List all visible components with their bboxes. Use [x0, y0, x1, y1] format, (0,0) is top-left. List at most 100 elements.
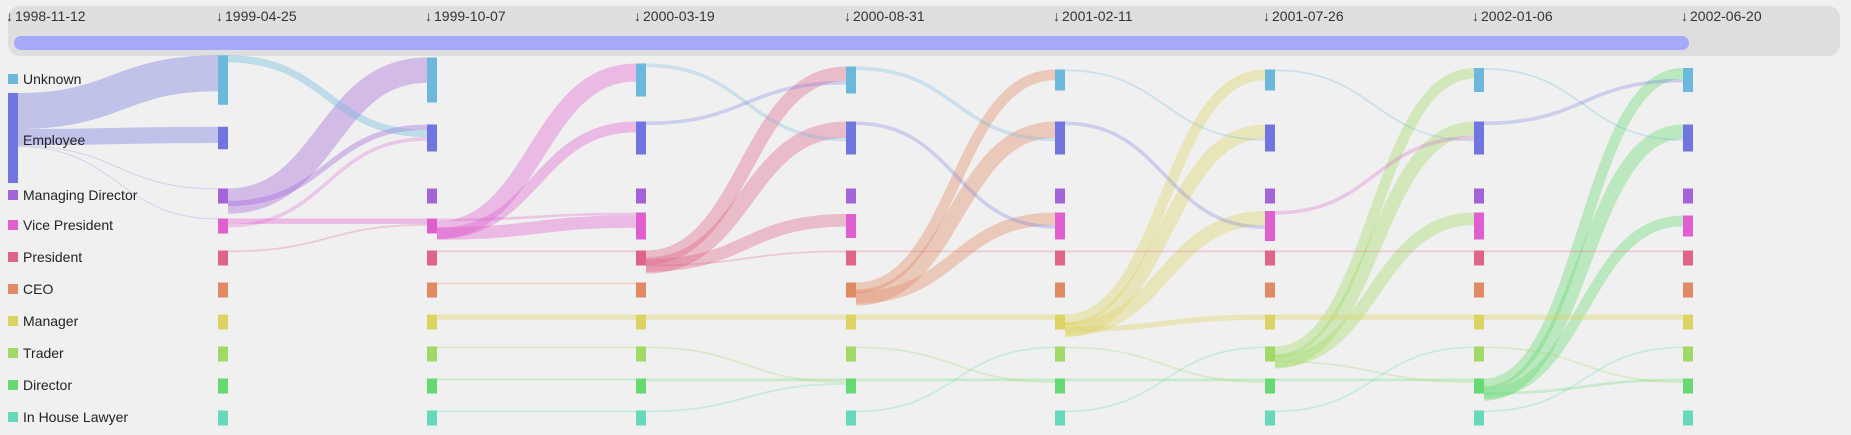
- node-manager[interactable]: [1683, 314, 1693, 330]
- node-trader[interactable]: [1474, 346, 1484, 362]
- node-ceo[interactable]: [1055, 282, 1065, 298]
- node-in-house-lawyer[interactable]: [427, 410, 437, 426]
- node-in-house-lawyer[interactable]: [1474, 410, 1484, 426]
- node-president[interactable]: [1683, 250, 1693, 266]
- node-employee[interactable]: [427, 124, 437, 152]
- legend-item-trader[interactable]: Trader: [8, 345, 64, 361]
- node-managing-director[interactable]: [427, 188, 437, 204]
- node-unknown[interactable]: [218, 55, 228, 105]
- node-director[interactable]: [218, 378, 228, 394]
- node-trader[interactable]: [636, 346, 646, 362]
- node-unknown[interactable]: [636, 63, 646, 97]
- node-managing-director[interactable]: [1055, 188, 1065, 204]
- date-tick-1999-10-07[interactable]: ↓ 1999-10-07: [425, 8, 506, 24]
- legend-item-president[interactable]: President: [8, 249, 82, 265]
- node-vice-president[interactable]: [427, 218, 437, 234]
- node-president[interactable]: [1474, 250, 1484, 266]
- legend-item-manager[interactable]: Manager: [8, 313, 79, 329]
- node-employee[interactable]: [1055, 121, 1065, 155]
- node-vice-president[interactable]: [218, 218, 228, 234]
- node-managing-director[interactable]: [636, 188, 646, 204]
- node-in-house-lawyer[interactable]: [636, 410, 646, 426]
- node-employee[interactable]: [218, 126, 228, 150]
- date-tick-2001-07-26[interactable]: ↓ 2001-07-26: [1263, 8, 1344, 24]
- node-employee[interactable]: [636, 121, 646, 155]
- node-vice-president[interactable]: [846, 214, 856, 238]
- node-manager[interactable]: [636, 314, 646, 330]
- node-vice-president[interactable]: [1265, 211, 1275, 241]
- node-vice-president[interactable]: [1683, 215, 1693, 237]
- node-unknown[interactable]: [1474, 68, 1484, 92]
- node-ceo[interactable]: [1474, 282, 1484, 298]
- node-employee[interactable]: [1474, 121, 1484, 155]
- node-trader[interactable]: [846, 346, 856, 362]
- date-tick-1998-11-12[interactable]: ↓ 1998-11-12: [6, 8, 86, 24]
- node-director[interactable]: [1474, 378, 1484, 394]
- node-managing-director[interactable]: [218, 188, 228, 204]
- node-manager[interactable]: [1474, 314, 1484, 330]
- node-manager[interactable]: [1055, 314, 1065, 330]
- node-unknown[interactable]: [427, 57, 437, 103]
- node-ceo[interactable]: [636, 282, 646, 298]
- node-employee[interactable]: [846, 121, 856, 155]
- node-ceo[interactable]: [1683, 282, 1693, 298]
- node-ceo[interactable]: [846, 282, 856, 298]
- node-president[interactable]: [427, 250, 437, 266]
- timeline-slider[interactable]: [8, 6, 1840, 56]
- node-manager[interactable]: [427, 314, 437, 330]
- date-tick-2002-06-20[interactable]: ↓ 2002-06-20: [1681, 8, 1762, 24]
- node-in-house-lawyer[interactable]: [1055, 410, 1065, 426]
- legend-item-ceo[interactable]: CEO: [8, 281, 53, 297]
- node-vice-president[interactable]: [1474, 212, 1484, 240]
- node-president[interactable]: [1265, 250, 1275, 266]
- legend-item-in-house-lawyer[interactable]: In House Lawyer: [8, 409, 128, 425]
- node-director[interactable]: [1265, 378, 1275, 394]
- node-trader[interactable]: [218, 346, 228, 362]
- node-in-house-lawyer[interactable]: [846, 410, 856, 426]
- node-director[interactable]: [1055, 378, 1065, 394]
- node-manager[interactable]: [218, 314, 228, 330]
- legend-item-director[interactable]: Director: [8, 377, 72, 393]
- node-director[interactable]: [427, 378, 437, 394]
- node-trader[interactable]: [1683, 346, 1693, 362]
- node-unknown[interactable]: [1265, 69, 1275, 91]
- legend-item-vice-president[interactable]: Vice President: [8, 217, 113, 233]
- node-in-house-lawyer[interactable]: [1265, 410, 1275, 426]
- node-director[interactable]: [846, 378, 856, 394]
- node-in-house-lawyer[interactable]: [1683, 410, 1693, 426]
- node-president[interactable]: [1055, 250, 1065, 266]
- node-trader[interactable]: [1055, 346, 1065, 362]
- legend-item-managing-director[interactable]: Managing Director: [8, 187, 138, 203]
- node-trader[interactable]: [427, 346, 437, 362]
- node-director[interactable]: [1683, 378, 1693, 394]
- node-vice-president[interactable]: [1055, 212, 1065, 240]
- node-managing-director[interactable]: [1474, 188, 1484, 204]
- node-ceo[interactable]: [427, 282, 437, 298]
- legend-item-unknown[interactable]: Unknown: [8, 71, 81, 87]
- node-managing-director[interactable]: [846, 188, 856, 204]
- node-president[interactable]: [846, 250, 856, 266]
- node-managing-director[interactable]: [1265, 188, 1275, 204]
- node-employee[interactable]: [1265, 124, 1275, 152]
- date-tick-2001-02-11[interactable]: ↓ 2001-02-11: [1053, 8, 1133, 24]
- node-employee[interactable]: [1683, 124, 1693, 152]
- node-president[interactable]: [636, 250, 646, 266]
- node-in-house-lawyer[interactable]: [218, 410, 228, 426]
- date-tick-2000-03-19[interactable]: ↓ 2000-03-19: [634, 8, 715, 24]
- node-manager[interactable]: [846, 314, 856, 330]
- date-tick-2002-01-06[interactable]: ↓ 2002-01-06: [1472, 8, 1553, 24]
- node-president[interactable]: [218, 250, 228, 266]
- date-tick-1999-04-25[interactable]: ↓ 1999-04-25: [216, 8, 297, 24]
- node-unknown[interactable]: [846, 66, 856, 94]
- node-unknown[interactable]: [1683, 68, 1693, 92]
- node-unknown[interactable]: [1055, 69, 1065, 91]
- node-vice-president[interactable]: [636, 212, 646, 240]
- node-managing-director[interactable]: [1683, 188, 1693, 204]
- timeline-range-bar[interactable]: [14, 36, 1689, 50]
- node-trader[interactable]: [1265, 346, 1275, 362]
- node-ceo[interactable]: [1265, 282, 1275, 298]
- node-ceo[interactable]: [218, 282, 228, 298]
- node-director[interactable]: [636, 378, 646, 394]
- date-tick-2000-08-31[interactable]: ↓ 2000-08-31: [844, 8, 925, 24]
- legend-item-employee[interactable]: Employee: [8, 132, 85, 148]
